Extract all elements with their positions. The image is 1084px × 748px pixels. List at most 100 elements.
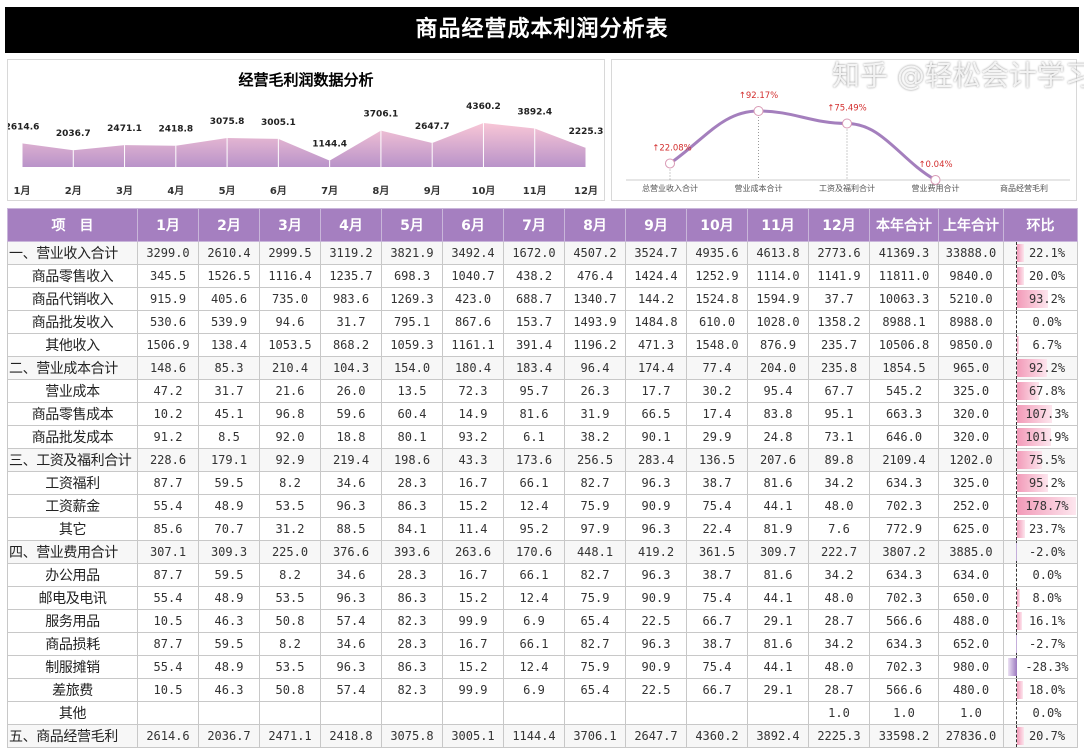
table-cell: 9850.0 xyxy=(938,333,1004,357)
table-row: 其他 1.0 1.0 1.0 0.0% xyxy=(7,701,1078,725)
table-row: 服务用品 10.5 46.3 50.8 57.4 82.3 99.9 6.9 65.4 22.5 6… xyxy=(7,609,1078,633)
x-tick-label: 7月 xyxy=(321,185,338,197)
ratio-bar xyxy=(1017,681,1023,699)
table-cell: 34.6 xyxy=(320,471,382,495)
ratio-value: 6.7% xyxy=(1032,338,1062,352)
table-row: 商品批发收入 530.6 539.9 94.6 31.7 795.1 867.6 153.7 1… xyxy=(7,310,1078,334)
table-cell: 34.6 xyxy=(320,563,382,587)
table-cell: 1269.3 xyxy=(381,287,443,311)
table-cell: 91.2 xyxy=(137,425,199,449)
table-cell: 235.8 xyxy=(808,356,870,380)
table-cell: 73.1 xyxy=(808,425,870,449)
table-cell: 53.5 xyxy=(259,494,321,518)
table-cell: 610.0 xyxy=(686,310,748,334)
table-cell: 10.2 xyxy=(137,402,199,426)
ratio-value: 107.3% xyxy=(1025,407,1069,421)
x-tick-label: 6月 xyxy=(270,185,287,197)
table-cell: 153.7 xyxy=(503,310,565,334)
page-title: 商品经营成本利润分析表 xyxy=(5,7,1079,53)
table-cell: 93.2 xyxy=(442,425,504,449)
table-cell: 1854.5 xyxy=(869,356,939,380)
table-cell: 16.7 xyxy=(442,632,504,656)
ratio-bar xyxy=(1017,336,1020,354)
x-tick-label: 12月 xyxy=(574,185,598,197)
table-row: 四、营业费用合计 307.1 309.3 225.0 376.6 393.6 263.6 17… xyxy=(7,540,1078,564)
x-tick-label: 商品经营毛利 xyxy=(1000,183,1048,193)
table-cell: 170.6 xyxy=(503,540,565,564)
x-tick-label: 8月 xyxy=(372,185,389,197)
table-cell: 81.6 xyxy=(503,402,565,426)
row-label: 服务用品 xyxy=(7,609,138,633)
table-cell: 210.4 xyxy=(259,356,321,380)
table-cell: 8.2 xyxy=(259,471,321,495)
table-cell: 37.7 xyxy=(808,287,870,311)
column-header: 7月 xyxy=(503,208,565,242)
ratio-value: 22.1% xyxy=(1028,246,1066,260)
row-label: 商品零售成本 xyxy=(7,402,138,426)
table-cell: 228.6 xyxy=(137,448,199,472)
ratio-cell: 95.2% xyxy=(1003,471,1078,495)
table-cell: 21.6 xyxy=(259,379,321,403)
table-cell: 198.6 xyxy=(381,448,443,472)
ratio-cell: 23.7% xyxy=(1003,517,1078,541)
table-cell: 48.9 xyxy=(198,494,260,518)
table-cell: 876.9 xyxy=(747,333,809,357)
data-label: 2036.7 xyxy=(56,129,91,139)
column-header: 项 目 xyxy=(7,208,138,242)
table-cell: 1506.9 xyxy=(137,333,199,357)
table-cell: 2418.8 xyxy=(320,724,382,748)
table-cell: 4507.2 xyxy=(564,241,626,265)
table-cell: 86.3 xyxy=(381,494,443,518)
table-cell: 650.0 xyxy=(938,586,1004,610)
ratio-cell: 92.2% xyxy=(1003,356,1078,380)
table-cell: 2109.4 xyxy=(869,448,939,472)
table-cell: 3885.0 xyxy=(938,540,1004,564)
table-cell: 1340.7 xyxy=(564,287,626,311)
table-cell: 96.4 xyxy=(564,356,626,380)
table-row: 二、营业成本合计 148.6 85.3 210.4 104.3 154.0 180.4 183… xyxy=(7,356,1078,380)
table-cell: 174.4 xyxy=(625,356,687,380)
table-row: 商品批发成本 91.2 8.5 92.0 18.8 80.1 93.2 6.1 38.2 90.1… xyxy=(7,425,1078,449)
table-row: 商品零售收入 345.5 1526.5 1116.4 1235.7 698.3 1040.7… xyxy=(7,264,1078,288)
table-cell: 28.3 xyxy=(381,632,443,656)
table-cell: 46.3 xyxy=(198,609,260,633)
table-cell: 26.3 xyxy=(564,379,626,403)
column-header: 6月 xyxy=(442,208,504,242)
ratio-value: 0.0% xyxy=(1032,568,1062,582)
table-cell: 263.6 xyxy=(442,540,504,564)
table-cell: 95.7 xyxy=(503,379,565,403)
table-cell: 29.9 xyxy=(686,425,748,449)
watermark: 知乎 @轻松会计学习 xyxy=(832,59,1084,92)
row-label: 其他 xyxy=(7,701,138,725)
table-cell: 530.6 xyxy=(137,310,199,334)
table-cell: 81.6 xyxy=(747,471,809,495)
data-point xyxy=(753,106,764,116)
table-cell: 3299.0 xyxy=(137,241,199,265)
table-cell: 55.4 xyxy=(137,655,199,679)
table-cell: 2610.4 xyxy=(198,241,260,265)
table-cell: 95.2 xyxy=(503,517,565,541)
table-cell: 1141.9 xyxy=(808,264,870,288)
table-cell xyxy=(320,701,382,725)
table-cell: 66.1 xyxy=(503,632,565,656)
table-cell: 44.1 xyxy=(747,655,809,679)
table-row: 工资福利 87.7 59.5 8.2 34.6 28.3 16.7 66.1 82.7 96.3 3… xyxy=(7,471,1078,495)
table-cell: 634.0 xyxy=(938,563,1004,587)
table-cell: 772.9 xyxy=(869,517,939,541)
table-cell: 1.0 xyxy=(938,701,1004,725)
column-header: 2月 xyxy=(198,208,260,242)
table-cell: 10.5 xyxy=(137,609,199,633)
table-cell xyxy=(198,701,260,725)
table-cell: 138.4 xyxy=(198,333,260,357)
table-cell: 9840.0 xyxy=(938,264,1004,288)
table-cell: 22.5 xyxy=(625,609,687,633)
line-chart-svg: 总营业收入合计 ↑22.08% 营业成本合计 ↑92.17% 工资及福利合计 ↑75.49… xyxy=(626,91,1070,193)
data-label: 2225.3 xyxy=(569,127,604,137)
column-header: 本年合计 xyxy=(869,208,939,242)
table-cell: 235.7 xyxy=(808,333,870,357)
table-cell: 915.9 xyxy=(137,287,199,311)
table-cell: 59.5 xyxy=(198,471,260,495)
table-cell: 75.9 xyxy=(564,586,626,610)
table-cell: 252.0 xyxy=(938,494,1004,518)
table-cell: 1028.0 xyxy=(747,310,809,334)
